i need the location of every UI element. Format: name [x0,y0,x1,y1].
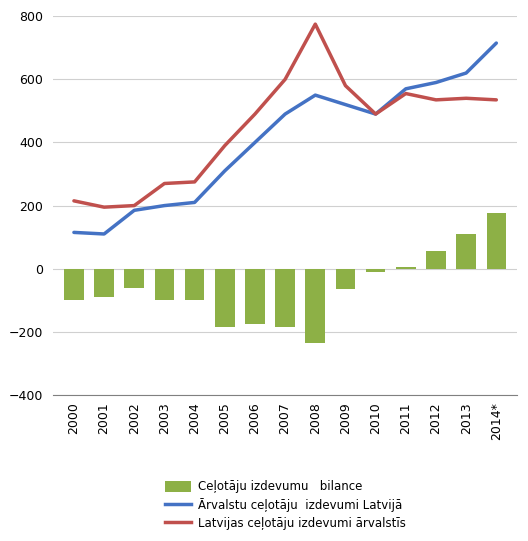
Bar [155,269,174,300]
Bar [275,269,295,327]
Legend: Ceļotāju izdevumu   bilance, Ārvalstu ceļotāju  izdevumi Latvijā, Latvijas ceļot: Ceļotāju izdevumu bilance, Ārvalstu ceļo… [165,480,406,530]
Bar [245,269,265,324]
Bar [336,269,355,289]
Bar [396,267,416,269]
Bar [185,269,204,300]
Bar [215,269,234,327]
Bar [125,269,144,288]
Bar [366,269,385,272]
Bar [486,214,506,269]
Bar [64,269,84,300]
Bar [95,269,114,297]
Bar [306,269,325,343]
Bar [426,252,446,269]
Bar [456,234,476,269]
